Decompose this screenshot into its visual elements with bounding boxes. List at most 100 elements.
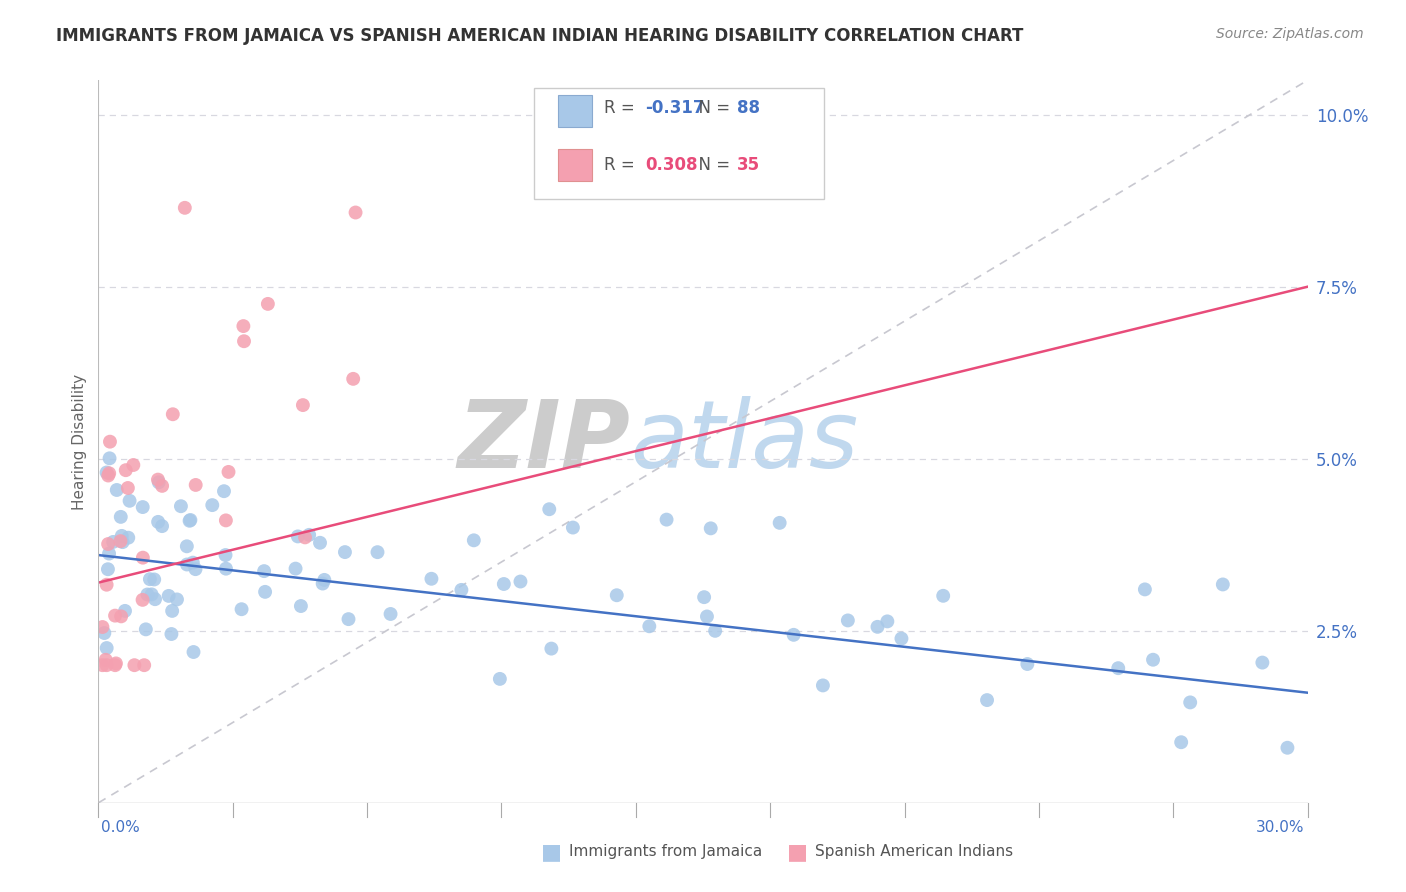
Point (380, 607, 402, 621)
Point (1170, 735, 1192, 749)
Point (337, 612, 360, 626)
Point (141, 587, 163, 601)
Point (291, 398, 314, 412)
Point (104, 658, 127, 673)
Point (96, 466, 118, 480)
Text: Immigrants from Jamaica: Immigrants from Jamaica (569, 845, 762, 859)
Point (150, 519, 173, 533)
Text: Spanish American Indians: Spanish American Indians (815, 845, 1014, 859)
Point (104, 608, 127, 623)
Point (98, 467, 121, 481)
Text: atlas: atlas (630, 396, 859, 487)
Point (105, 483, 128, 497)
Point (139, 572, 162, 586)
Point (782, 628, 804, 642)
FancyBboxPatch shape (558, 149, 592, 181)
Point (215, 562, 238, 576)
Point (298, 528, 321, 542)
Text: 30.0%: 30.0% (1257, 821, 1305, 835)
Point (489, 672, 512, 686)
Point (561, 520, 583, 534)
Point (693, 590, 716, 604)
Point (96, 641, 118, 656)
Point (136, 587, 159, 601)
Point (183, 645, 205, 659)
Point (314, 573, 336, 587)
Point (811, 678, 834, 692)
Point (173, 201, 195, 215)
Point (201, 498, 224, 512)
Point (540, 641, 562, 656)
Point (117, 531, 139, 545)
Text: -0.317: -0.317 (645, 99, 704, 117)
Text: 0.0%: 0.0% (101, 821, 141, 835)
Point (146, 473, 169, 487)
Point (150, 479, 173, 493)
Point (111, 535, 134, 549)
Point (184, 478, 207, 492)
Point (135, 623, 157, 637)
Text: Source: ZipAtlas.com: Source: ZipAtlas.com (1216, 27, 1364, 41)
Point (91, 658, 114, 673)
Text: N =: N = (689, 156, 735, 174)
Point (179, 513, 201, 527)
Point (1142, 653, 1164, 667)
Point (143, 573, 166, 587)
Point (1107, 661, 1129, 675)
Text: ■: ■ (541, 842, 562, 862)
Point (233, 334, 256, 349)
Point (638, 619, 661, 633)
Point (257, 297, 280, 311)
Point (463, 533, 485, 548)
Point (176, 539, 198, 553)
Point (866, 620, 889, 634)
Point (311, 576, 333, 591)
Text: 0.308: 0.308 (645, 156, 697, 174)
Point (1133, 582, 1156, 597)
Point (420, 572, 443, 586)
FancyBboxPatch shape (558, 95, 592, 128)
Text: 88: 88 (737, 99, 759, 117)
Point (284, 561, 307, 575)
Text: ■: ■ (787, 842, 808, 862)
Point (131, 592, 153, 607)
Text: 35: 35 (737, 156, 761, 174)
Point (134, 658, 156, 673)
Point (132, 500, 155, 514)
Point (342, 372, 364, 386)
Point (143, 592, 166, 607)
Point (98, 547, 121, 561)
Point (110, 509, 132, 524)
Point (699, 521, 721, 535)
Point (91, 620, 114, 634)
Point (110, 609, 132, 624)
Point (218, 465, 240, 479)
Point (696, 609, 718, 624)
Y-axis label: Hearing Disability: Hearing Disability (72, 374, 87, 509)
Point (170, 499, 193, 513)
Point (287, 529, 309, 543)
Point (118, 493, 141, 508)
Point (166, 592, 188, 607)
Text: N =: N = (689, 99, 735, 117)
Point (344, 205, 367, 219)
Point (132, 550, 155, 565)
Point (146, 515, 169, 529)
Point (253, 564, 276, 578)
Point (1277, 740, 1299, 755)
Point (290, 599, 312, 613)
Point (1212, 577, 1234, 591)
Point (769, 516, 792, 530)
Point (111, 529, 134, 543)
Point (117, 481, 139, 495)
Point (976, 693, 998, 707)
Point (96, 578, 118, 592)
Point (606, 588, 628, 602)
Point (97, 562, 120, 576)
Point (97, 537, 120, 551)
Point (181, 556, 204, 570)
Point (1017, 657, 1039, 671)
Point (890, 632, 912, 646)
Point (176, 558, 198, 572)
Point (450, 582, 472, 597)
